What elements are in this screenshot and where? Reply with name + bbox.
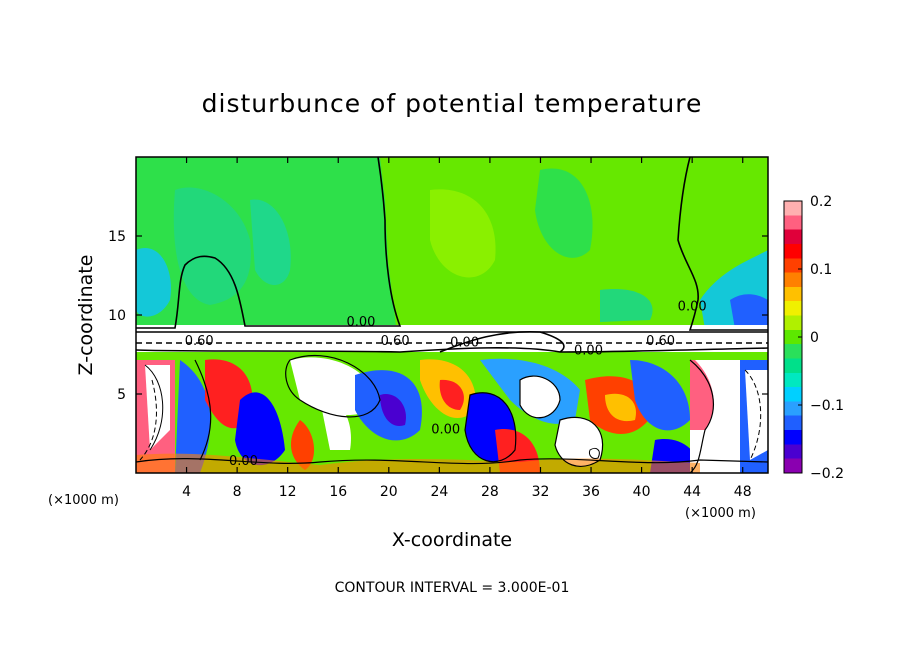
contour-label: 0.60 (646, 334, 675, 349)
contour-line (144, 364, 164, 451)
x-tick-label: 28 (481, 484, 499, 500)
chart-title: disturbunce of potential temperature (202, 89, 703, 118)
contour-line (285, 355, 381, 418)
lower-layer-patch (320, 399, 351, 450)
x-tick-label: 44 (683, 484, 701, 500)
colorbar-tick-label: 0.2 (810, 194, 832, 210)
colorbar: 0.2 0.1 0 −0.1 −0.2 (783, 194, 844, 482)
lower-layer-patch (745, 370, 768, 460)
contour-label: 0.00 (574, 344, 603, 359)
contour-label: 0.00 (347, 315, 376, 330)
contour-label: 0.60 (381, 334, 410, 349)
x-tick-label: 12 (279, 484, 297, 500)
x-axis: 4 8 12 16 20 24 28 32 36 40 44 48 (182, 157, 752, 500)
x-axis-label: X-coordinate (392, 529, 512, 551)
colorbar-tick-label: −0.1 (810, 398, 844, 414)
x-tick-label: 32 (532, 484, 550, 500)
lower-layer-patch (520, 376, 560, 418)
contour-line (136, 458, 768, 465)
upper-layer-patch (250, 199, 291, 285)
x-unit-right: (×1000 m) (685, 506, 756, 521)
x-unit-left: (×1000 m) (48, 493, 119, 508)
contour-line (589, 447, 600, 459)
plot-field (136, 157, 768, 473)
y-axis-label: Z-coordinate (75, 255, 97, 376)
x-tick-label: 36 (582, 484, 600, 500)
lower-layer-patch (136, 453, 700, 473)
contour-label: 0.00 (431, 423, 460, 438)
footer-contour-interval: CONTOUR INTERVAL = 3.000E-01 (335, 580, 570, 596)
contour-line (464, 392, 517, 463)
contour-line (136, 347, 768, 353)
x-tick-label: 8 (233, 484, 242, 500)
lower-layer-patch (439, 379, 464, 410)
colorbar-tick-label: 0 (810, 330, 819, 346)
x-tick-label: 40 (633, 484, 651, 500)
lower-layer-patch (235, 392, 285, 466)
contour-label: 0.00 (229, 454, 258, 469)
x-tick-label: 24 (430, 484, 448, 500)
y-tick-label: 15 (108, 229, 126, 245)
contour-line (139, 379, 157, 461)
lower-layer-patch (605, 393, 636, 422)
upper-layer-patch (600, 289, 653, 322)
upper-layer-patch (730, 294, 768, 329)
upper-layer-patch (535, 168, 593, 258)
upper-layer-patch (430, 189, 496, 278)
contour-line (677, 157, 768, 331)
contour-label: 0.00 (450, 336, 479, 351)
lower-layer-patch (145, 365, 170, 450)
lower-layer-patch (690, 360, 714, 430)
lower-layer-patch (630, 360, 690, 431)
contour-line (194, 359, 212, 461)
x-tick-label: 20 (380, 484, 398, 500)
colorbar-ticks: 0.2 0.1 0 −0.1 −0.2 (798, 194, 844, 482)
contour-lines (136, 157, 768, 473)
contour-line (439, 330, 565, 353)
contour-line (744, 369, 762, 461)
y-axis: 5 10 15 (108, 229, 768, 403)
lower-layer-patch (290, 420, 315, 470)
contour-line (136, 157, 402, 329)
x-tick-label: 48 (734, 484, 752, 500)
x-tick-label: 16 (329, 484, 347, 500)
contour-line (689, 359, 714, 473)
contour-label: 0.00 (678, 299, 707, 314)
y-tick-label: 5 (117, 387, 126, 403)
x-tick-label: 4 (182, 484, 191, 500)
contour-line (519, 375, 561, 419)
contour-label: 0.60 (185, 334, 214, 349)
upper-layer-patch (136, 248, 171, 317)
colorbar-tick-label: −0.2 (810, 466, 844, 482)
contour-labels: 0.00 0.60 0.60 0.60 0.00 0.00 0.00 0.00 0.00 (185, 299, 707, 469)
y-tick-label: 10 (108, 308, 126, 324)
colorbar-tick-label: 0.1 (810, 262, 832, 278)
lower-layer-patch (175, 360, 211, 473)
lower-layer-patch (380, 394, 406, 426)
lower-layer-patch (555, 417, 603, 467)
